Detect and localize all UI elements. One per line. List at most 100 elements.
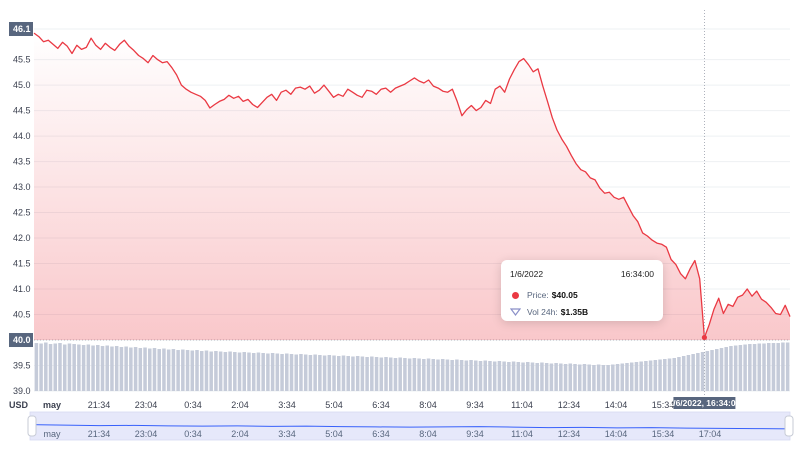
navigator-tick-label: 21:34: [88, 429, 111, 439]
volume-bar: [152, 348, 157, 391]
tooltip-date: 1/6/2022: [510, 269, 544, 279]
tooltip-volume-label: Vol 24h:: [527, 307, 558, 317]
x-tick-label: 2:04: [231, 400, 249, 410]
volume-bar: [653, 360, 658, 391]
y-tick-label: 44.0: [13, 131, 31, 141]
navigator-tick-label: 0:34: [184, 429, 202, 439]
navigator-right-handle[interactable]: [784, 415, 794, 437]
volume-bar: [133, 347, 138, 391]
volume-bar: [62, 344, 67, 391]
volume-bar: [587, 364, 591, 391]
tooltip-price-label: Price:: [527, 290, 549, 300]
y-tick-label: 43.5: [13, 157, 31, 167]
volume-bar: [266, 353, 270, 391]
navigator-tick-label: 17:04: [699, 429, 722, 439]
volume-bar: [181, 349, 185, 391]
volume-bar: [346, 356, 350, 391]
volume-bar: [294, 354, 298, 391]
volume-bar: [360, 356, 365, 391]
volume-bar: [785, 342, 790, 391]
volume-bar: [677, 357, 681, 391]
volume-bar: [724, 347, 728, 391]
volume-bar: [162, 348, 166, 391]
volume-bar: [629, 362, 634, 391]
volume-bar: [582, 364, 587, 391]
volume-bar: [119, 347, 124, 391]
volume-bar: [436, 359, 440, 391]
volume-bar: [644, 361, 648, 391]
volume-bar: [639, 361, 643, 391]
volume-bar: [691, 354, 695, 391]
volume-bar: [464, 360, 469, 391]
y-label-max-bg: [9, 22, 33, 36]
volume-bar: [483, 360, 487, 391]
volume-bar: [544, 363, 549, 391]
volume-bar: [521, 362, 525, 391]
price-line-path: [33, 32, 791, 339]
volume-bar: [474, 360, 478, 391]
volume-bar: [379, 357, 384, 391]
price-tooltip: 1/6/2022 16:34:00 Price: $40.05 Vol 24h:…: [501, 260, 663, 321]
y-tick-label: 45.0: [13, 80, 31, 90]
volume-bar: [526, 362, 530, 391]
volume-bar: [48, 344, 53, 391]
volume-bar: [554, 363, 558, 391]
volume-bar: [96, 345, 100, 391]
tooltip-price-value: $40.05: [551, 290, 578, 300]
volume-bar: [81, 345, 86, 391]
volume-bar: [388, 357, 393, 391]
volume-bar: [67, 343, 72, 391]
navigator-tick-label: 12:34: [558, 429, 581, 439]
tooltip-volume-row: Vol 24h: $1.35B: [510, 305, 654, 319]
tooltip-volume-value: $1.35B: [560, 307, 589, 317]
volume-bar: [289, 354, 294, 391]
volume-bar: [237, 352, 242, 391]
volume-bar: [455, 359, 459, 391]
volume-bar: [251, 353, 256, 391]
volume-bar: [166, 349, 171, 391]
volume-bar: [412, 358, 417, 391]
volume-bar: [502, 361, 506, 391]
volume-bar: [620, 363, 625, 391]
volume-bar: [592, 365, 596, 391]
volume-bar: [611, 364, 615, 391]
volume-bar: [530, 362, 535, 391]
volume-bar: [280, 354, 284, 391]
range-navigator[interactable]: may 21:34 23:04 0:34 2:04 3:34 5:04 6:34 8:04 9:3…: [27, 411, 794, 441]
volume-bar: [766, 343, 771, 391]
x-tick-label: 12:34: [558, 400, 581, 410]
volume-bar: [86, 344, 91, 391]
volume-bar: [681, 356, 686, 391]
y-tick-label: 44.5: [13, 106, 31, 116]
y-tick-label: 42.0: [13, 233, 31, 243]
volume-bar: [549, 363, 554, 391]
volume-bar: [752, 344, 757, 391]
x-tick-label: may: [43, 400, 61, 410]
x-tick-label: 14:04: [605, 400, 628, 410]
volume-bar: [596, 364, 601, 391]
volume-bar: [171, 349, 176, 391]
volume-bar: [185, 350, 190, 391]
volume-bar: [667, 358, 672, 391]
volume-bar: [105, 345, 109, 391]
x-tick-label: 11:04: [511, 400, 533, 410]
volume-bar: [209, 351, 213, 391]
volume-bar: [100, 346, 105, 391]
volume-bar: [77, 344, 81, 391]
volume-bar: [370, 356, 374, 391]
navigator-left-handle[interactable]: [27, 415, 37, 437]
x-tick-label: 5:04: [325, 400, 343, 410]
volume-bar: [214, 351, 218, 391]
volume-bar: [762, 343, 766, 391]
volume-bar: [39, 343, 43, 391]
volume-bar: [322, 355, 327, 391]
x-cursor-label: 1/6/2022, 16:34:00: [668, 398, 740, 408]
navigator-tick-label: may: [43, 429, 61, 439]
volume-bar: [776, 343, 780, 391]
x-tick-label: 3:34: [278, 400, 296, 410]
y-tick-label: 41.0: [13, 284, 31, 294]
navigator-tick-label: 6:34: [372, 429, 390, 439]
volume-bar: [488, 361, 492, 391]
volume-bar: [327, 355, 332, 391]
